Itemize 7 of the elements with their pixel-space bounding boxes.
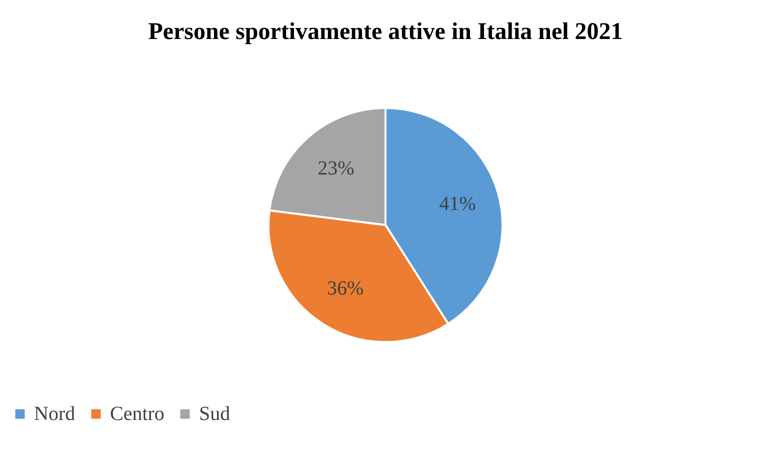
chart-title: Persone sportivamente attive in Italia nel 2021 [148,19,623,45]
legend-label: Centro [110,403,164,425]
data-label: 41% [439,193,476,216]
data-label: 36% [326,277,364,300]
data-label: 23% [318,158,354,180]
legend-label: Nord [34,403,76,425]
legend-label: Sud [199,403,230,425]
